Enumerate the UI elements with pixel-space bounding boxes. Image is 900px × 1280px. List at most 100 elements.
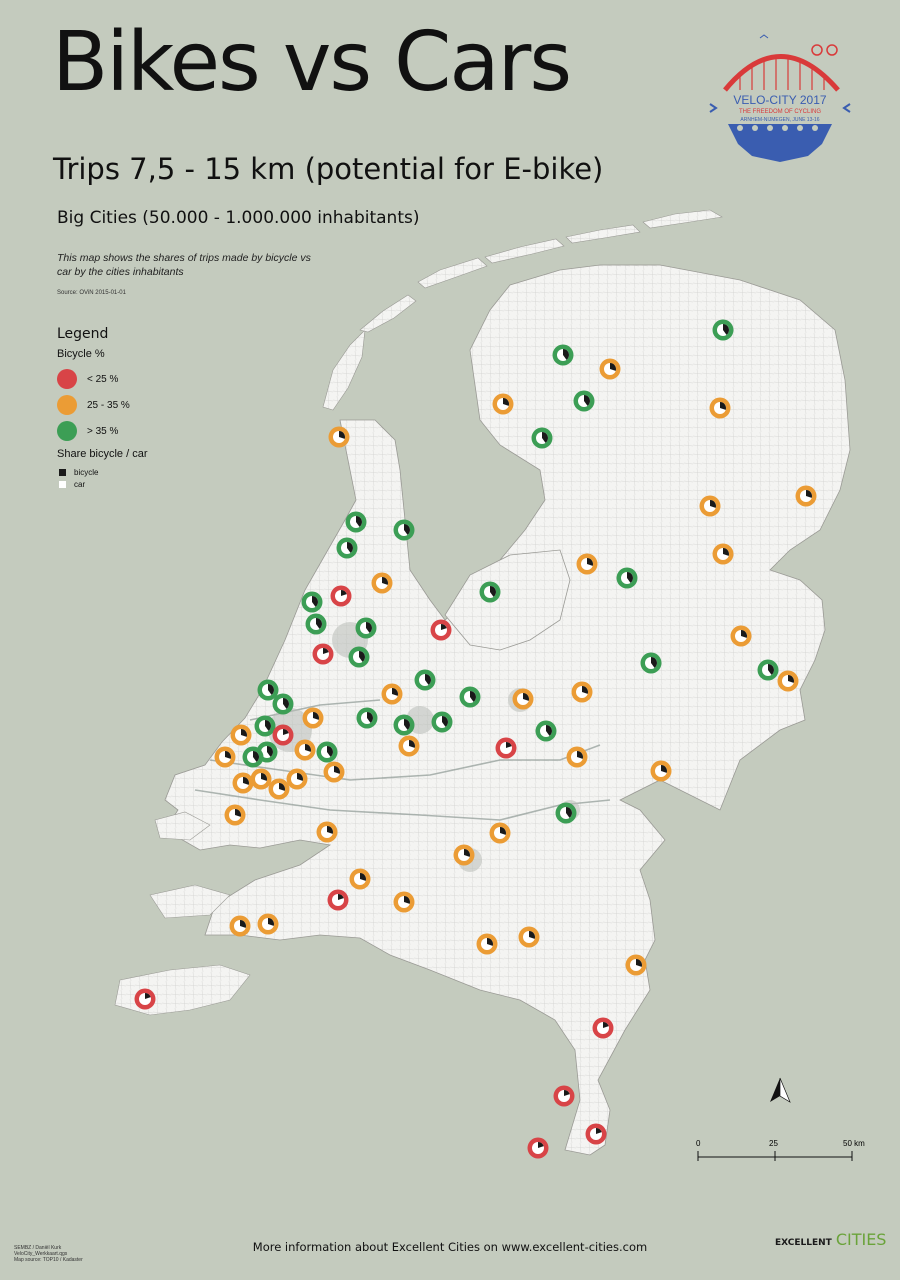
city-marker <box>599 358 621 380</box>
city-marker <box>381 683 403 705</box>
city-marker <box>229 915 251 937</box>
legend-label-low: < 25 % <box>87 373 119 385</box>
city-marker <box>453 844 475 866</box>
legend-bicycle-heading: Bicycle % <box>57 348 105 360</box>
north-arrow-icon <box>770 1077 791 1103</box>
legend-row-car: car <box>57 478 217 490</box>
city-marker <box>430 619 452 641</box>
city-marker <box>349 868 371 890</box>
city-marker <box>479 581 501 603</box>
footer-info: More information about Excellent Cities … <box>252 1240 648 1254</box>
city-marker <box>272 693 294 715</box>
city-marker <box>757 659 779 681</box>
city-marker <box>489 822 511 844</box>
city-marker <box>616 567 638 589</box>
city-marker <box>328 426 350 448</box>
city-marker <box>573 390 595 412</box>
city-marker <box>512 688 534 710</box>
city-marker <box>294 739 316 761</box>
city-marker <box>286 768 308 790</box>
city-marker <box>518 926 540 948</box>
city-marker <box>555 802 577 824</box>
city-marker <box>316 821 338 843</box>
legend-label-bicycle: bicycle <box>74 467 99 477</box>
city-marker <box>302 707 324 729</box>
city-marker <box>356 707 378 729</box>
city-marker <box>242 746 264 768</box>
city-marker <box>371 572 393 594</box>
city-marker <box>336 537 358 559</box>
city-category: Big Cities (50.000 - 1.000.000 inhabitan… <box>57 208 420 228</box>
city-marker <box>330 585 352 607</box>
map-description: This map shows the shares of trips made … <box>57 252 311 278</box>
city-marker <box>576 553 598 575</box>
city-marker <box>712 319 734 341</box>
legend-row-bicycle: bicycle <box>57 466 217 478</box>
legend-square-car <box>59 480 66 488</box>
city-marker <box>272 724 294 746</box>
city-marker <box>393 714 415 736</box>
city-marker <box>414 669 436 691</box>
logo-place-date: ARNHEM-NIJMEGEN, JUNE 13-16 <box>740 117 819 123</box>
scale-tick-50: 50 km <box>843 1139 865 1148</box>
city-marker <box>640 652 662 674</box>
city-marker <box>566 746 588 768</box>
map-credits: SEMBZ / Daniël Kurk VeloCity_Werkkaart.q… <box>14 1245 83 1263</box>
city-marker <box>459 686 481 708</box>
ec-logo-word2: CITIES <box>835 1230 887 1249</box>
city-marker <box>327 889 349 911</box>
legend-row-high: > 35 % <box>57 418 217 444</box>
legend-label-high: > 35 % <box>87 425 119 437</box>
city-marker <box>230 724 252 746</box>
logo-name: VELO-CITY 2017 <box>733 93 826 107</box>
city-marker <box>312 643 334 665</box>
city-marker <box>257 913 279 935</box>
legend-title: Legend <box>57 326 109 342</box>
city-marker <box>553 1085 575 1107</box>
city-marker <box>256 741 278 763</box>
city-marker <box>254 715 276 737</box>
legend: Legend Bicycle % < 25 % 25 - 35 % > 35 %… <box>57 326 217 490</box>
city-marker <box>232 772 254 794</box>
city-marker <box>495 737 517 759</box>
city-marker <box>431 711 453 733</box>
map-title: Bikes vs Cars <box>52 15 572 110</box>
city-marker <box>531 427 553 449</box>
city-marker <box>476 933 498 955</box>
city-marker <box>712 543 734 565</box>
city-marker <box>699 495 721 517</box>
legend-row-mid: 25 - 35 % <box>57 392 217 418</box>
city-marker <box>650 760 672 782</box>
city-marker <box>625 954 647 976</box>
logo-tagline: THE FREEDOM OF CYCLING <box>739 109 821 115</box>
mainland <box>164 264 851 1156</box>
city-marker <box>535 720 557 742</box>
city-marker <box>316 741 338 763</box>
legend-row-low: < 25 % <box>57 366 217 392</box>
city-marker <box>250 768 272 790</box>
city-marker <box>492 393 514 415</box>
legend-label-car: car <box>74 479 86 489</box>
velo-city-logo: VELO-CITY 2017 THE FREEDOM OF CYCLING AR… <box>709 34 851 162</box>
city-marker <box>795 485 817 507</box>
legend-dot-mid <box>57 395 77 415</box>
legend-label-mid: 25 - 35 % <box>87 399 130 411</box>
city-marker <box>323 761 345 783</box>
city-marker <box>345 511 367 533</box>
city-marker <box>730 625 752 647</box>
city-markers <box>134 319 817 1159</box>
excellent-cities-logo: EXCELLENT CITIES <box>775 1230 886 1249</box>
city-marker <box>571 681 593 703</box>
legend-dot-low <box>57 369 77 389</box>
city-marker <box>777 670 799 692</box>
city-marker <box>257 679 279 701</box>
credit-line-1: SEMBZ / Daniël Kurk <box>14 1245 62 1251</box>
city-marker <box>709 397 731 419</box>
city-marker <box>393 519 415 541</box>
legend-dot-high <box>57 421 77 441</box>
city-marker <box>305 613 327 635</box>
city-marker <box>355 617 377 639</box>
map-subtitle: Trips 7,5 - 15 km (potential for E-bike) <box>53 152 604 186</box>
legend-square-bicycle <box>59 468 66 476</box>
